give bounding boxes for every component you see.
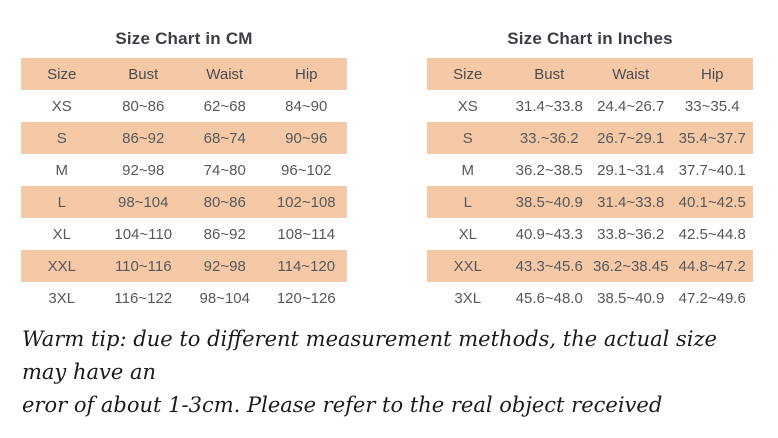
cm-table-title: Size Chart in CM <box>115 29 253 48</box>
inches-header-cell-hip: Hip <box>700 65 724 83</box>
warm-tip-line1: Warm tip: due to different measurement m… <box>22 327 717 384</box>
bust-cell: 33.~36.2 <box>519 129 579 147</box>
inches-header-cell-waist: Waist <box>612 65 650 83</box>
size-cell: XS <box>51 97 72 115</box>
waist-cell: 33.8~36.2 <box>597 225 665 243</box>
waist-cell: 80~86 <box>203 193 246 211</box>
waist-cell: 74~80 <box>203 161 246 179</box>
table-row-xs: XS 80~86 62~68 84~90 <box>21 90 347 122</box>
size-cell: L <box>463 193 472 211</box>
inches-header-cell-size: Size <box>453 65 483 83</box>
size-cell: XS <box>457 97 478 115</box>
hip-cell: 40.1~42.5 <box>678 193 746 211</box>
size-cell: M <box>461 161 475 179</box>
hip-cell: 108~114 <box>277 225 336 243</box>
cm-table-header-row: Size Bust Waist Hip <box>21 58 347 90</box>
cm-header-cell-bust: Bust <box>128 65 159 83</box>
bust-cell: 40.9~43.3 <box>515 225 583 243</box>
size-cell: XXL <box>47 257 76 275</box>
bust-cell: 116~122 <box>114 289 173 307</box>
cm-size-table: Size Chart in CM Size Bust Waist Hip XS … <box>21 27 347 314</box>
bust-cell: 110~116 <box>114 257 172 275</box>
table-row-xs: XS 31.4~33.8 24.4~26.7 33~35.4 <box>427 90 753 122</box>
waist-cell: 31.4~33.8 <box>597 193 665 211</box>
hip-cell: 90~96 <box>285 129 328 147</box>
hip-cell: 96~102 <box>281 161 332 179</box>
hip-cell: 114~120 <box>277 257 336 275</box>
cm-header-cell-hip: Hip <box>294 65 318 83</box>
inches-table-title: Size Chart in Inches <box>507 29 673 48</box>
hip-cell: 102~108 <box>276 193 336 211</box>
table-row-xl: XL 40.9~43.3 33.8~36.2 42.5~44.8 <box>427 218 753 250</box>
bust-cell: 92~98 <box>122 161 165 179</box>
table-row-3xl: 3XL 45.6~48.0 38.5~40.9 47.2~49.6 <box>427 282 753 314</box>
size-cell: S <box>56 129 67 147</box>
size-cell: L <box>57 193 66 211</box>
cm-table-body: XS 80~86 62~68 84~90 S 86~92 68~74 90~96… <box>21 90 347 314</box>
cm-header-cell-waist: Waist <box>206 65 244 83</box>
inches-table-header-row: Size Bust Waist Hip <box>427 58 753 90</box>
table-row-l: L 98~104 80~86 102~108 <box>21 186 347 218</box>
size-cell: 3XL <box>48 289 76 307</box>
table-row-m: M 36.2~38.5 29.1~31.4 37.7~40.1 <box>427 154 753 186</box>
waist-cell: 26.7~29.1 <box>597 129 665 147</box>
size-cell: 3XL <box>454 289 482 307</box>
bust-cell: 86~92 <box>122 129 165 147</box>
waist-cell: 98~104 <box>199 289 250 307</box>
hip-cell: 37.7~40.1 <box>678 161 746 179</box>
waist-cell: 24.4~26.7 <box>597 97 665 115</box>
table-row-3xl: 3XL 116~122 98~104 120~126 <box>21 282 347 314</box>
hip-cell: 35.4~37.7 <box>678 129 746 147</box>
bust-cell: 104~110 <box>114 225 173 243</box>
size-cell: XXL <box>453 257 482 275</box>
size-cell: M <box>55 161 69 179</box>
hip-cell: 33~35.4 <box>684 97 740 115</box>
size-cell: XL <box>52 225 71 243</box>
table-row-s: S 33.~36.2 26.7~29.1 35.4~37.7 <box>427 122 753 154</box>
warm-tip-line2: eror of about 1-3cm. Please refer to the… <box>22 393 663 417</box>
bust-cell: 45.6~48.0 <box>515 289 583 307</box>
table-row-l: L 38.5~40.9 31.4~33.8 40.1~42.5 <box>427 186 753 218</box>
waist-cell: 92~98 <box>203 257 246 275</box>
cm-header-cell-size: Size <box>47 65 77 83</box>
hip-cell: 47.2~49.6 <box>678 289 746 307</box>
hip-cell: 120~126 <box>276 289 336 307</box>
bust-cell: 36.2~38.5 <box>515 161 583 179</box>
size-cell: XL <box>458 225 477 243</box>
inches-table-body: XS 31.4~33.8 24.4~26.7 33~35.4 S 33.~36.… <box>427 90 753 314</box>
inches-header-cell-bust: Bust <box>534 65 565 83</box>
waist-cell: 38.5~40.9 <box>597 289 665 307</box>
waist-cell: 36.2~38.45 <box>593 257 669 275</box>
table-row-xl: XL 104~110 86~92 108~114 <box>21 218 347 250</box>
warm-tip-text: Warm tip: due to different measurement m… <box>22 323 764 422</box>
table-row-s: S 86~92 68~74 90~96 <box>21 122 347 154</box>
hip-cell: 84~90 <box>285 97 328 115</box>
size-cell: S <box>462 129 473 147</box>
waist-cell: 68~74 <box>203 129 246 147</box>
bust-cell: 98~104 <box>118 193 169 211</box>
waist-cell: 29.1~31.4 <box>597 161 665 179</box>
table-row-xxl: XXL 110~116 92~98 114~120 <box>21 250 347 282</box>
bust-cell: 80~86 <box>122 97 165 115</box>
bust-cell: 31.4~33.8 <box>515 97 583 115</box>
table-row-xxl: XXL 43.3~45.6 36.2~38.45 44.8~47.2 <box>427 250 753 282</box>
bust-cell: 43.3~45.6 <box>515 257 583 275</box>
hip-cell: 42.5~44.8 <box>678 225 746 243</box>
waist-cell: 86~92 <box>203 225 246 243</box>
waist-cell: 62~68 <box>203 97 246 115</box>
bust-cell: 38.5~40.9 <box>515 193 583 211</box>
table-row-m: M 92~98 74~80 96~102 <box>21 154 347 186</box>
inches-size-table: Size Chart in Inches Size Bust Waist Hip… <box>427 27 753 314</box>
hip-cell: 44.8~47.2 <box>678 257 746 275</box>
